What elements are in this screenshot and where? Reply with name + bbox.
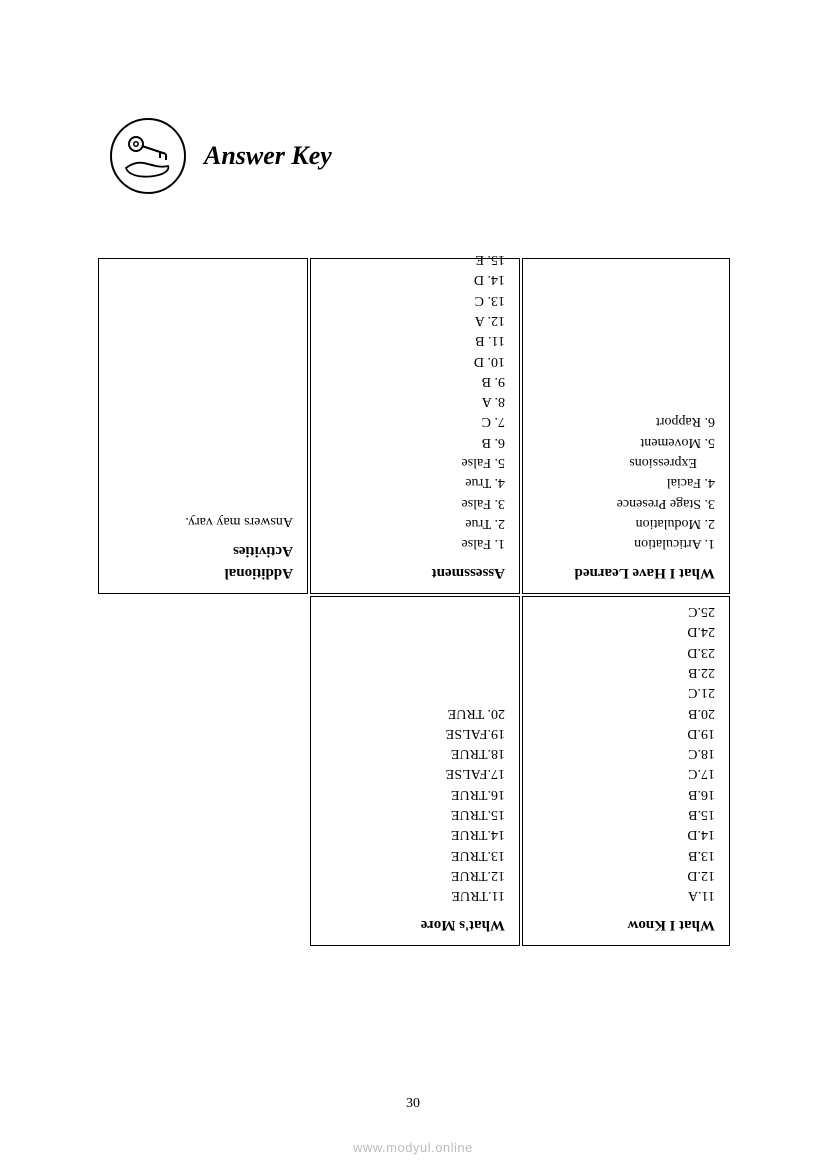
cell-what-i-have-learned: What I Have Learned 1. Articulation 2. M…: [522, 258, 730, 594]
assessment-item: 6. B: [325, 431, 505, 451]
whats-more-title: What's More: [325, 913, 505, 935]
assessment-title: Assessment: [325, 561, 505, 583]
assessment-item: 7. C: [325, 411, 505, 431]
whats-more-item: 18.TRUE: [325, 743, 505, 763]
whats-more-item: 13.TRUE: [325, 844, 505, 864]
footer-link: www.modyul.online: [0, 1140, 826, 1155]
assessment-item: 5. False: [325, 452, 505, 472]
assessment-item: 13. C: [325, 289, 505, 309]
what-i-know-item: 13.B: [537, 844, 715, 864]
whats-more-item: 17.FALSE: [325, 763, 505, 783]
cell-assessment: Assessment 1. False 2. True 3. False 4. …: [310, 258, 520, 594]
key-hand-icon: [110, 118, 186, 194]
whats-more-item: 12.TRUE: [325, 865, 505, 885]
page: Answer Key Additional Activities Answers…: [0, 0, 826, 1169]
row-top: Additional Activities Answers may vary. …: [98, 258, 730, 594]
whats-more-item: 19.FALSE: [325, 723, 505, 743]
assessment-item: 1. False: [325, 533, 505, 553]
what-i-know-item: 20.B: [537, 702, 715, 722]
what-i-know-item: 22.B: [537, 662, 715, 682]
key-hand-svg: [116, 124, 180, 188]
what-i-know-item: 21.C: [537, 682, 715, 702]
wihl-item: 5. Movement: [537, 431, 715, 451]
assessment-item: 10. D: [325, 350, 505, 370]
row-bottom: What's More 11.TRUE 12.TRUE 13.TRUE 14.T…: [98, 596, 730, 946]
what-i-know-item: 24.D: [537, 621, 715, 641]
assessment-item: 9. B: [325, 371, 505, 391]
assessment-item: 15. E: [325, 249, 505, 269]
cell-whats-more: What's More 11.TRUE 12.TRUE 13.TRUE 14.T…: [310, 596, 520, 946]
assessment-item: 8. A: [325, 391, 505, 411]
what-i-know-item: 25.C: [537, 601, 715, 621]
what-i-know-item: 14.D: [537, 824, 715, 844]
answer-grid: Additional Activities Answers may vary. …: [98, 258, 730, 946]
additional-activities-title-2: Activities: [113, 540, 293, 562]
additional-activities-title-1: Additional: [113, 561, 293, 583]
what-i-know-item: 19.D: [537, 723, 715, 743]
page-title: Answer Key: [204, 141, 332, 171]
what-i-know-item: 11.A: [537, 885, 715, 905]
whats-more-item: 11.TRUE: [325, 885, 505, 905]
wihl-item: 3. Stage Presence: [537, 492, 715, 512]
wihl-title: What I Have Learned: [537, 561, 715, 583]
what-i-know-item: 16.B: [537, 783, 715, 803]
what-i-know-item: 12.D: [537, 865, 715, 885]
whats-more-item: 15.TRUE: [325, 804, 505, 824]
header: Answer Key: [110, 118, 332, 194]
whats-more-item: 20. TRUE: [325, 702, 505, 722]
wihl-item: Expressions: [537, 452, 697, 472]
assessment-item: 14. D: [325, 269, 505, 289]
what-i-know-item: 17.C: [537, 763, 715, 783]
additional-activities-note: Answers may vary.: [113, 511, 293, 531]
cell-additional-activities: Additional Activities Answers may vary.: [98, 258, 308, 594]
wihl-item: 4. Facial: [537, 472, 715, 492]
wihl-item: 1. Articulation: [537, 533, 715, 553]
assessment-item: 4. True: [325, 472, 505, 492]
wihl-item: 2. Modulation: [537, 513, 715, 533]
assessment-item: 2. True: [325, 513, 505, 533]
cell-what-i-know: What I Know 11.A 12.D 13.B 14.D 15.B 16.…: [522, 596, 730, 946]
what-i-know-item: 23.D: [537, 641, 715, 661]
assessment-item: 11. B: [325, 330, 505, 350]
what-i-know-item: 18.C: [537, 743, 715, 763]
whats-more-item: 16.TRUE: [325, 783, 505, 803]
whats-more-item: 14.TRUE: [325, 824, 505, 844]
what-i-know-item: 15.B: [537, 804, 715, 824]
wihl-item: 6. Rapport: [537, 411, 715, 431]
assessment-item: 12. A: [325, 310, 505, 330]
what-i-know-title: What I Know: [537, 913, 715, 935]
page-number: 30: [0, 1096, 826, 1112]
assessment-item: 3. False: [325, 492, 505, 512]
